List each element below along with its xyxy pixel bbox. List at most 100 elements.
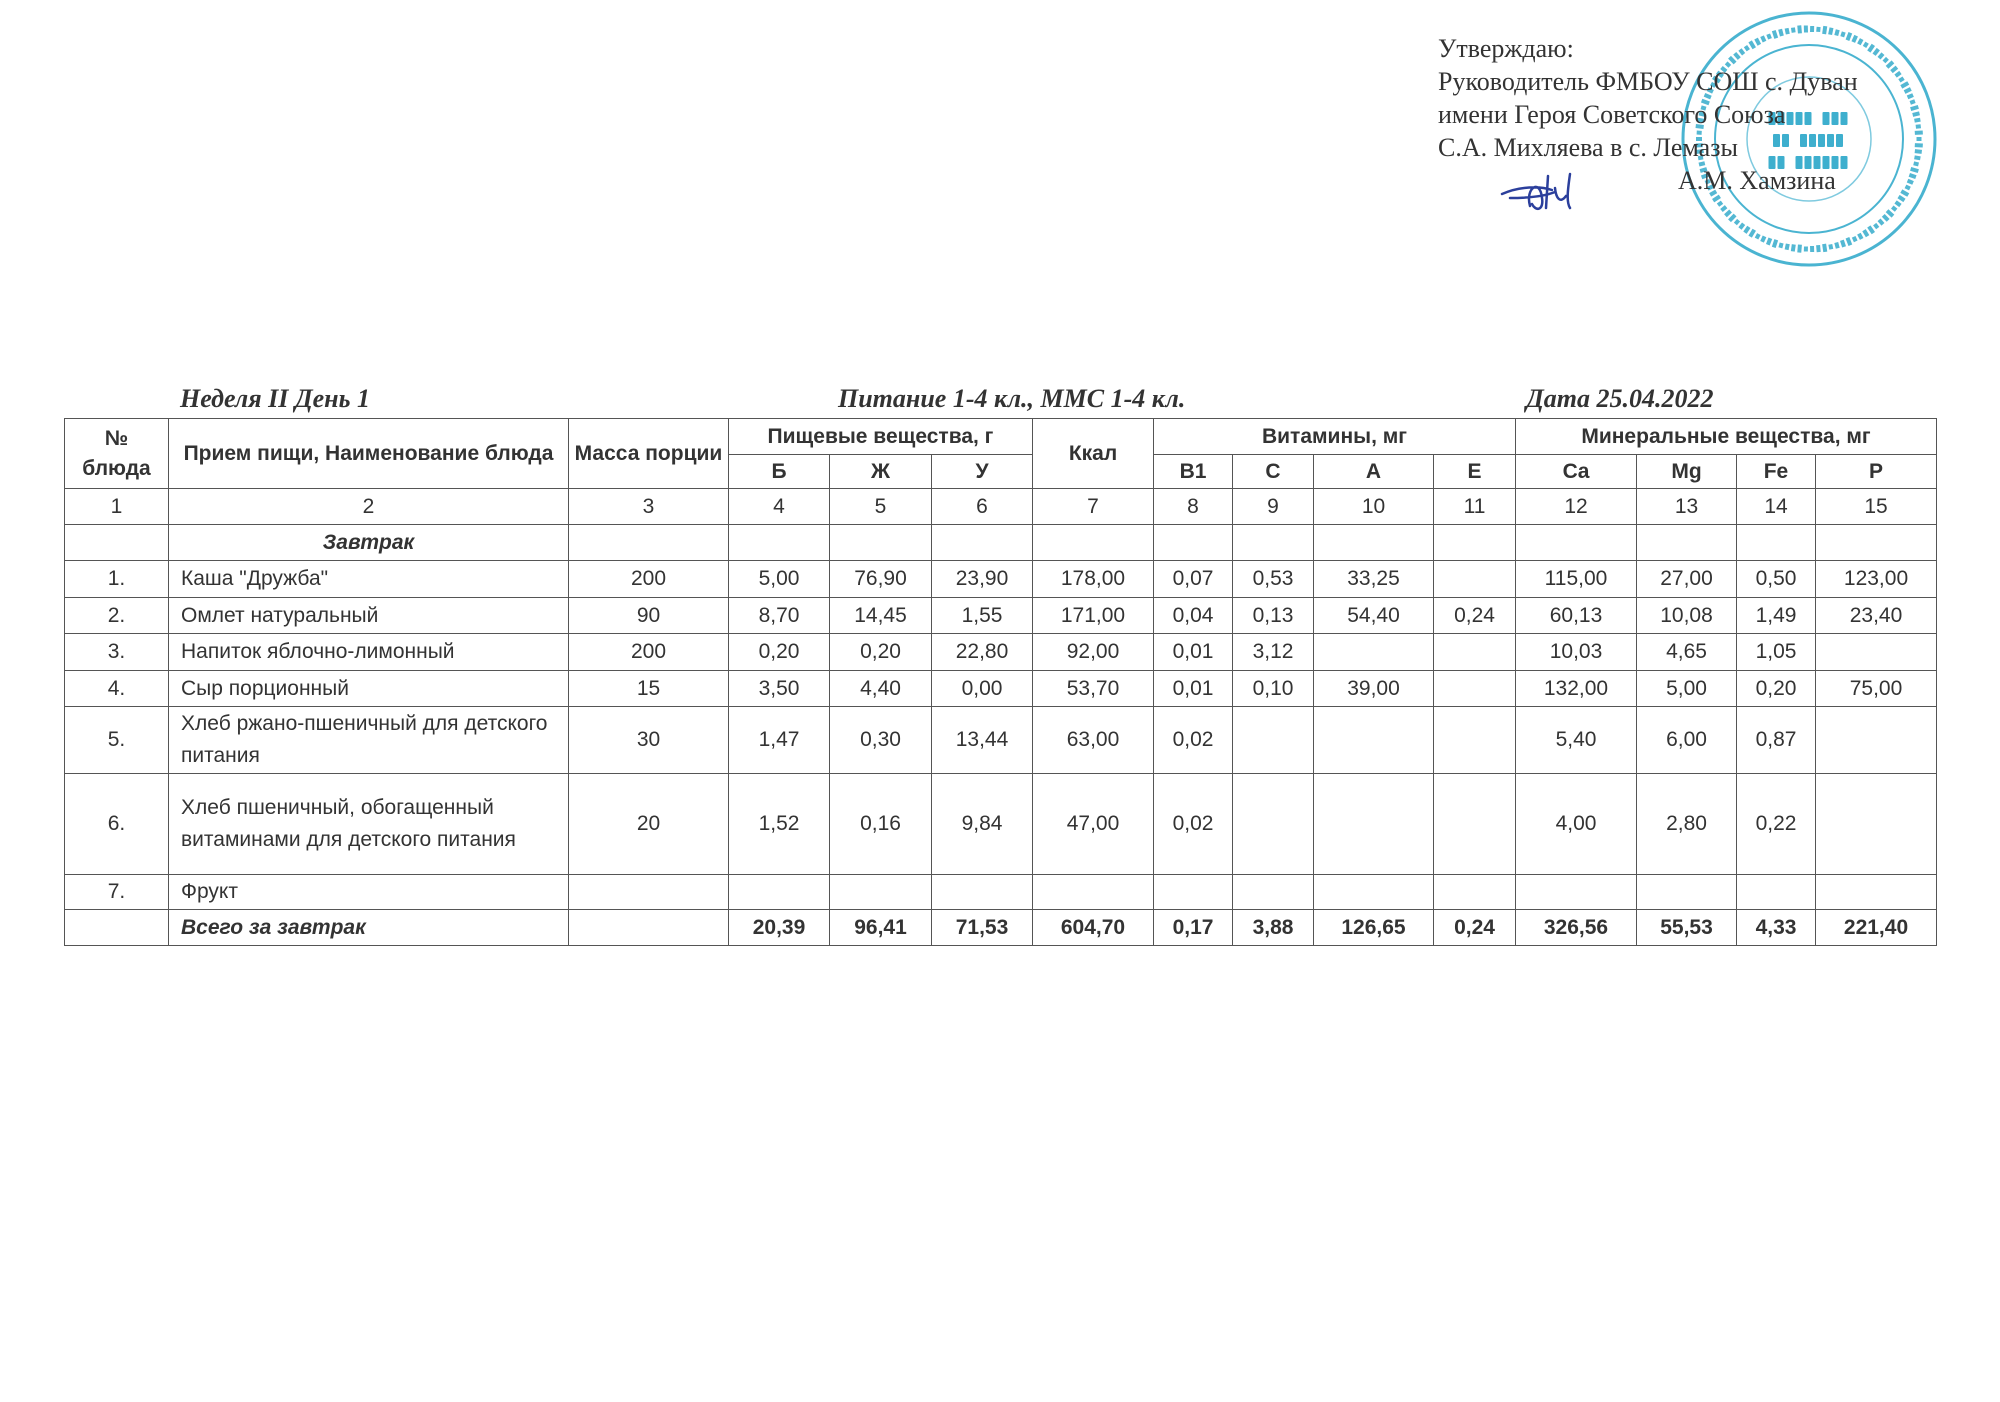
stamp-ring-glyph [1784, 27, 1790, 35]
table-cell: 0,07 [1153, 560, 1233, 598]
stamp-ring-glyph [1766, 33, 1772, 40]
table-cell [1814, 773, 1938, 875]
table-cell: 0,02 [1153, 706, 1233, 774]
table-cell [1032, 524, 1154, 561]
stamp-center-glyph [1836, 134, 1843, 147]
stamp-ring-glyph [1862, 229, 1870, 238]
stamp-ring-glyph [1706, 87, 1714, 94]
stamp-ring-glyph [1890, 65, 1899, 74]
stamp-ring-glyph [1915, 124, 1922, 129]
stamp-ring-glyph [1695, 149, 1704, 154]
stamp-ring-glyph [1698, 161, 1706, 167]
table-cell: 23,40 [1814, 597, 1938, 634]
stamp-ring-glyph [1695, 124, 1704, 129]
table-cell [1814, 706, 1938, 774]
table-cell: 4,40 [829, 670, 932, 707]
stamp-ring-glyph [1857, 38, 1864, 46]
stamp-center-glyph [1840, 112, 1848, 125]
table-row: 2. Омлет натуральный 90 8,70 14,45 1,55 171,00… [64, 597, 1938, 634]
stamp-center-glyph [1813, 156, 1821, 169]
stamp-ring-glyph [1910, 166, 1919, 174]
total-cell: 604,70 [1032, 909, 1154, 946]
stamp-ring-glyph [1728, 55, 1737, 65]
stamp-ring-glyph [1816, 244, 1821, 253]
table-cell [568, 524, 729, 561]
stamp-center-glyph [1795, 156, 1803, 169]
subheader-a: A [1313, 454, 1434, 489]
table-cell: 0,00 [931, 670, 1033, 707]
table-cell: 0,16 [829, 773, 932, 875]
nutrition-title: Питание 1-4 кл., ММС 1-4 кл. [838, 384, 1186, 413]
subheader-e: E [1433, 454, 1516, 489]
stamp-ring-glyph [1885, 60, 1895, 69]
stamp-ring-glyph [1894, 70, 1902, 78]
table-cell [1814, 524, 1938, 561]
table-cell [1313, 633, 1434, 671]
total-cell: 0,24 [1433, 909, 1516, 946]
stamp-ring-glyph [1748, 40, 1756, 50]
table-cell [931, 524, 1033, 561]
subheader-mg: Mg [1636, 454, 1737, 489]
total-cell: 20,39 [728, 909, 830, 946]
stamp-ring-glyph [1728, 213, 1737, 223]
total-label: Всего за завтрак [168, 909, 569, 946]
column-index: 6 [931, 488, 1033, 525]
table-cell: 0,20 [728, 633, 830, 671]
stamp-ring-glyph [1724, 61, 1732, 68]
stamp-ring-glyph [1851, 235, 1858, 243]
total-cell: 326,56 [1515, 909, 1637, 946]
table-cell: 178,00 [1032, 560, 1154, 598]
stamp-center-glyph [1777, 112, 1785, 125]
stamp-ring-glyph [1897, 194, 1906, 203]
stamp-ring-glyph [1816, 26, 1821, 33]
stamp-ring-glyph [1803, 246, 1808, 252]
stamp-ring-glyph [1696, 117, 1705, 123]
stamp-ring-glyph [1906, 178, 1914, 185]
stamp-ring-glyph [1822, 243, 1828, 253]
dish-number: 5. [64, 706, 169, 774]
table-cell [1232, 874, 1314, 910]
stamp-ring-glyph [1709, 189, 1718, 197]
stamp-center-glyph [1827, 134, 1834, 147]
stamp-ring-glyph [1803, 25, 1808, 33]
table-cell: 27,00 [1636, 560, 1737, 598]
column-index: 10 [1313, 488, 1434, 525]
table-cell [728, 524, 830, 561]
table-cell: 3,12 [1232, 633, 1314, 671]
stamp-ring-glyph [1857, 232, 1864, 240]
section-title: Завтрак [168, 524, 569, 561]
stamp-ring-glyph [1703, 92, 1712, 100]
subheader-б: Б [728, 454, 830, 489]
stamp-ring-glyph [1720, 65, 1728, 73]
total-cell: 96,41 [829, 909, 932, 946]
total-cell: 55,53 [1636, 909, 1737, 946]
table-cell: 76,90 [829, 560, 932, 598]
table-cell [931, 874, 1033, 910]
stamp-ring-glyph [1743, 45, 1750, 52]
stamp-ring-glyph [1738, 222, 1746, 230]
table-row: 7. Фрукт [64, 874, 1938, 910]
table-cell: 0,04 [1153, 597, 1233, 634]
approval-position: Руководитель ФМБОУ СОШ с. Дуван [1438, 67, 1858, 96]
stamp-ring-glyph [1904, 184, 1911, 191]
dish-number: 6. [64, 773, 169, 875]
total-cell: 126,65 [1313, 909, 1434, 946]
col-header-vitamins: Витамины, мг [1153, 418, 1516, 455]
stamp-ring-glyph [1877, 218, 1885, 226]
table-cell [1814, 874, 1938, 910]
stamp-ring-glyph [1738, 48, 1746, 56]
stamp-ring-glyph [1840, 31, 1846, 38]
section-row: Завтрак [64, 524, 1938, 561]
stamp-ring-glyph [1754, 37, 1762, 46]
stamp-center-glyph [1822, 156, 1830, 169]
subheader-c: C [1232, 454, 1314, 489]
stamp-ring-glyph [1885, 209, 1895, 218]
table-cell: 60,13 [1515, 597, 1637, 634]
stamp-ring-glyph [1710, 81, 1717, 88]
stamp-center-glyph [1768, 112, 1776, 125]
subheader-ж: Ж [829, 454, 932, 489]
table-row: 6. Хлеб пшеничный, обогащенный витаминами… [64, 773, 1938, 875]
table-cell: 39,00 [1313, 670, 1434, 707]
stamp-ring-glyph [1700, 105, 1707, 111]
table-cell: 0,22 [1736, 773, 1816, 875]
